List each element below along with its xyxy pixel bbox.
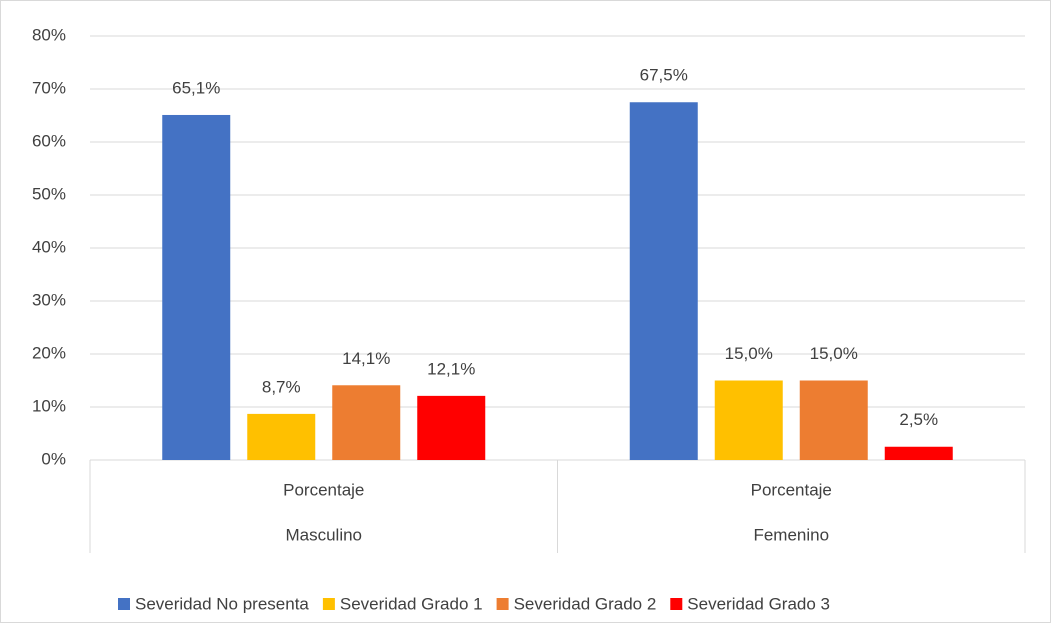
legend-label: Severidad Grado 1 xyxy=(340,594,483,613)
bar xyxy=(799,380,868,460)
y-tick-label: 40% xyxy=(32,237,66,256)
data-label: 2,5% xyxy=(899,410,938,429)
x-subcategory-label: Porcentaje xyxy=(283,480,364,499)
legend-label: Severidad No presenta xyxy=(135,594,309,613)
data-label: 12,1% xyxy=(427,359,475,378)
data-label: 67,5% xyxy=(640,66,688,85)
bar xyxy=(247,413,316,460)
legend-swatch xyxy=(496,598,509,610)
bar xyxy=(629,102,698,460)
bar xyxy=(884,446,953,460)
x-category-label: Masculino xyxy=(285,525,362,544)
y-tick-label: 80% xyxy=(32,25,66,44)
bar xyxy=(162,114,231,460)
data-label: 15,0% xyxy=(810,344,858,363)
data-label: 65,1% xyxy=(172,78,220,97)
y-tick-label: 10% xyxy=(32,396,66,415)
data-label: 8,7% xyxy=(262,377,301,396)
legend-label: Severidad Grado 2 xyxy=(514,594,657,613)
x-subcategory-label: Porcentaje xyxy=(751,480,832,499)
legend-swatch xyxy=(322,598,335,610)
bar xyxy=(332,385,401,460)
legend-label: Severidad Grado 3 xyxy=(687,594,830,613)
bar xyxy=(417,395,486,460)
y-tick-label: 20% xyxy=(32,343,66,362)
x-category-label: Femenino xyxy=(753,525,829,544)
data-label: 15,0% xyxy=(725,344,773,363)
data-label: 14,1% xyxy=(342,349,390,368)
y-tick-label: 60% xyxy=(32,131,66,150)
legend-swatch xyxy=(118,598,130,610)
y-tick-label: 30% xyxy=(32,290,66,309)
y-tick-label: 0% xyxy=(41,449,66,468)
bar xyxy=(714,380,783,460)
y-tick-label: 70% xyxy=(32,78,66,97)
legend-swatch xyxy=(670,598,683,610)
y-tick-label: 50% xyxy=(32,184,66,203)
